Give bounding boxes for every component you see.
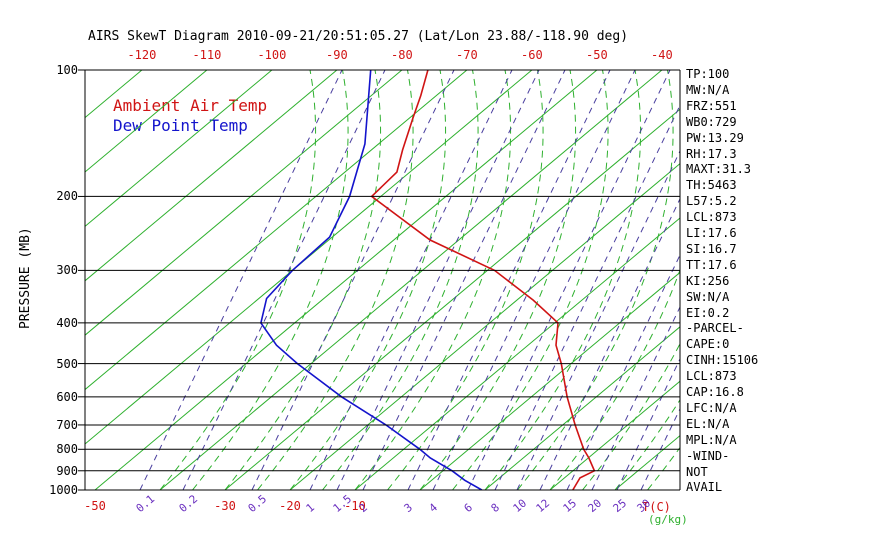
- pressure-tick-label: 100: [56, 63, 78, 77]
- isotherm-line: [289, 162, 680, 490]
- isotherm-line: [354, 217, 680, 490]
- bottom-axis-temp-label: -50: [84, 499, 106, 513]
- stat-line: EI:0.2: [686, 305, 730, 320]
- stat-line: PW:13.29: [686, 130, 744, 145]
- mixing-ratio-line: [494, 104, 680, 490]
- pressure-tick-label: 500: [56, 356, 78, 371]
- isotherm-line: [85, 70, 533, 445]
- isotherm-line: [85, 70, 208, 173]
- pressure-tick-label: 300: [56, 263, 78, 278]
- isotherm-line: [85, 70, 273, 228]
- bottom-axis-temp-label: -10: [344, 499, 366, 513]
- top-axis-tick-label: -70: [456, 48, 478, 62]
- top-axis-tick-label: -100: [257, 48, 287, 62]
- stat-line: SI:16.7: [686, 241, 737, 256]
- pressure-tick-label: 200: [56, 189, 78, 204]
- mixing-ratio-line: [616, 357, 680, 490]
- isotherm-line: [85, 70, 468, 391]
- moist-adiabat-line: [614, 398, 680, 490]
- dewpoint-profile: [260, 70, 483, 490]
- moist-adiabat-line: [224, 70, 381, 490]
- mixing-ratio-line: [566, 253, 680, 490]
- stat-line: LFC:N/A: [686, 400, 737, 415]
- stat-line: SW:N/A: [686, 289, 730, 304]
- pressure-tick-label: 1000: [49, 483, 78, 497]
- stat-line: LCL:873: [686, 210, 737, 225]
- isotherm-line: [419, 271, 680, 490]
- isotherm-line: [85, 70, 338, 282]
- stat-line: L57:5.2: [686, 194, 737, 209]
- top-axis-tick-label: -60: [521, 48, 543, 62]
- mixing-ratio-line: [640, 407, 680, 490]
- stat-line: NOT: [686, 464, 708, 479]
- top-axis-tick-label: -80: [391, 48, 413, 62]
- mixing-ratio-line: [432, 70, 636, 490]
- temp-unit-label: T(C): [642, 500, 671, 514]
- stat-line: LI:17.6: [686, 226, 737, 240]
- stat-line: RH:17.3: [686, 146, 737, 161]
- stat-line: CAPE:0: [686, 337, 730, 352]
- stat-line: LCL:873: [686, 369, 737, 384]
- top-axis-tick-label: -90: [326, 48, 348, 62]
- pressure-tick-label: 600: [56, 389, 78, 404]
- pressure-tick-label: 700: [56, 417, 78, 432]
- mixing-ratio-line: [516, 149, 680, 490]
- isotherm-line: [224, 108, 680, 490]
- stat-line: MW:N/A: [686, 82, 730, 97]
- page-title: AIRS SkewT Diagram 2010-09-21/20:51:05.2…: [88, 29, 629, 44]
- stat-line: MAXT:31.3: [686, 162, 752, 177]
- isotherm-line: [549, 380, 680, 490]
- mixing-ratio-line: [362, 70, 566, 490]
- mixing-ratio-line: [591, 305, 680, 490]
- bottom-axis-temp-label: -30: [214, 499, 236, 513]
- legend-ambient-air-temp: Ambient Air Temp: [113, 96, 268, 115]
- stat-line: CINH:15106: [686, 353, 759, 368]
- moist-adiabat-line: [354, 70, 511, 490]
- top-axis-tick-label: -120: [127, 48, 157, 62]
- mixing-ratio-line: [467, 70, 671, 490]
- moist-adiabat-line: [549, 268, 680, 490]
- bottom-axis-temp-label: -20: [279, 499, 301, 513]
- mixing-ratio-line: [309, 70, 513, 490]
- pressure-tick-label: 400: [56, 315, 78, 330]
- pressure-tick-label: 900: [56, 463, 78, 478]
- stat-line: FRZ:551: [686, 98, 737, 113]
- mixing-ratio-unit-label: (g/kg): [648, 513, 688, 526]
- mixing-ratio-line: [251, 70, 455, 490]
- mixing-ratio-line: [139, 70, 343, 490]
- stat-line: WB0:729: [686, 114, 737, 129]
- stat-line: EL:N/A: [686, 416, 730, 431]
- stat-line: -PARCEL-: [686, 321, 744, 336]
- stat-line: TP:100: [686, 67, 730, 81]
- pressure-tick-label: 800: [56, 442, 78, 457]
- mixing-ratio-line: [407, 70, 611, 490]
- top-axis-tick-label: -110: [192, 48, 222, 62]
- stat-line: TH:5463: [686, 178, 737, 193]
- moist-adiabat-line: [159, 70, 316, 490]
- mixing-ratio-line: [336, 70, 540, 490]
- stat-line: TT:17.6: [686, 257, 737, 272]
- top-axis-tick-label: -40: [651, 48, 673, 62]
- stat-line: -WIND-: [686, 448, 730, 463]
- isotherm-line: [484, 326, 680, 490]
- stat-line: KI:256: [686, 273, 730, 288]
- stat-line: AVAIL: [686, 480, 723, 495]
- isotherm-line: [85, 70, 403, 336]
- isotherm-line: [94, 70, 598, 490]
- top-axis-tick-label: -50: [586, 48, 608, 62]
- stat-line: CAP:16.8: [686, 385, 744, 399]
- stat-line: MPL:N/A: [686, 432, 737, 447]
- moist-adiabat-line: [582, 342, 680, 490]
